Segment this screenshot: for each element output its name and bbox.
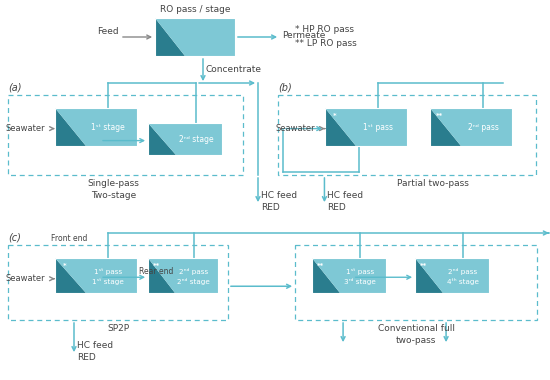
Text: * HP RO pass: * HP RO pass	[295, 25, 354, 34]
Text: Seawater: Seawater	[276, 124, 316, 133]
Text: (c): (c)	[8, 233, 21, 243]
Text: Two-stage: Two-stage	[91, 191, 136, 200]
Text: **: **	[153, 263, 160, 269]
Text: RO pass / stage: RO pass / stage	[160, 5, 230, 14]
Bar	[8, 95, 243, 175]
Polygon shape	[148, 258, 218, 293]
Text: two-pass: two-pass	[396, 336, 436, 345]
Text: Seawater: Seawater	[6, 274, 46, 283]
Text: **: **	[317, 263, 324, 269]
Text: 1ˢᵗ pass: 1ˢᵗ pass	[346, 268, 374, 275]
Text: *: *	[63, 263, 67, 269]
Text: Rear end: Rear end	[139, 267, 173, 276]
Text: 2ⁿᵈ stage: 2ⁿᵈ stage	[179, 135, 213, 144]
Text: 2ⁿᵈ pass: 2ⁿᵈ pass	[179, 268, 208, 275]
Text: Single-pass: Single-pass	[88, 179, 140, 188]
Text: Seawater: Seawater	[6, 124, 46, 133]
Polygon shape	[312, 258, 340, 293]
Text: 1ˢᵗ stage: 1ˢᵗ stage	[91, 122, 125, 131]
Text: Feed: Feed	[97, 27, 119, 36]
Polygon shape	[148, 123, 222, 155]
Polygon shape	[55, 108, 86, 146]
Polygon shape	[55, 108, 137, 146]
Text: RED: RED	[261, 203, 280, 212]
Text: 1ˢᵗ pass: 1ˢᵗ pass	[94, 268, 123, 275]
Text: 1ˢᵗ stage: 1ˢᵗ stage	[92, 278, 124, 285]
Text: 2ⁿᵈ pass: 2ⁿᵈ pass	[468, 122, 499, 131]
Text: ** LP RO pass: ** LP RO pass	[295, 39, 357, 48]
Text: RED: RED	[327, 203, 346, 212]
Polygon shape	[415, 258, 489, 293]
Polygon shape	[312, 258, 386, 293]
Bar	[278, 95, 536, 175]
Polygon shape	[325, 108, 407, 146]
Text: HC feed: HC feed	[261, 190, 297, 200]
Text: 3ʳᵈ stage: 3ʳᵈ stage	[344, 278, 376, 285]
Text: 4ᵗʰ stage: 4ᵗʰ stage	[447, 278, 479, 285]
Polygon shape	[155, 18, 235, 56]
Text: (b): (b)	[278, 83, 292, 93]
Text: (a): (a)	[8, 83, 21, 93]
Polygon shape	[155, 18, 185, 56]
Text: HC feed: HC feed	[327, 190, 364, 200]
Text: 2ⁿᵈ stage: 2ⁿᵈ stage	[177, 278, 210, 285]
Text: **: **	[436, 113, 443, 119]
Polygon shape	[148, 123, 176, 155]
Text: *: *	[333, 113, 337, 119]
Polygon shape	[430, 108, 512, 146]
Polygon shape	[55, 258, 86, 293]
Text: **: **	[420, 263, 427, 269]
Text: 2ⁿᵈ pass: 2ⁿᵈ pass	[448, 268, 478, 275]
Polygon shape	[148, 258, 174, 293]
Text: Concentrate: Concentrate	[206, 65, 262, 74]
Polygon shape	[430, 108, 461, 146]
Polygon shape	[325, 108, 356, 146]
Text: SP2P: SP2P	[107, 324, 129, 333]
Text: HC feed: HC feed	[77, 340, 113, 350]
Text: Partial two-pass: Partial two-pass	[397, 179, 469, 188]
Polygon shape	[415, 258, 443, 293]
Bar	[8, 245, 228, 320]
Text: Front end: Front end	[51, 234, 88, 243]
Text: Conventional full: Conventional full	[377, 324, 454, 333]
Bar	[295, 245, 537, 320]
Text: RED: RED	[77, 353, 96, 361]
Polygon shape	[55, 258, 137, 293]
Text: 1ˢᵗ pass: 1ˢᵗ pass	[364, 122, 393, 131]
Text: Permeate: Permeate	[282, 32, 326, 41]
